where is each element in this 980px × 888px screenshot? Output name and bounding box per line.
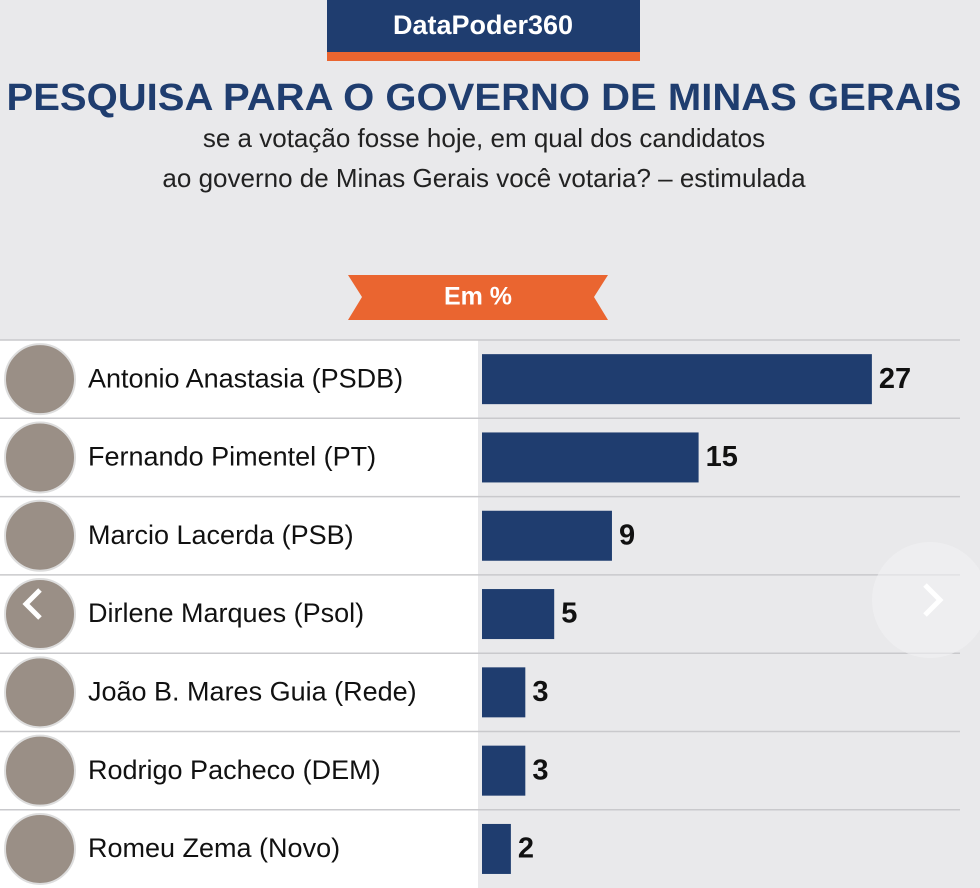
unit-ribbon (348, 275, 608, 320)
avatar (4, 343, 76, 416)
value-label: 2 (518, 833, 534, 865)
category-label: Fernando Pimentel (PT) (88, 442, 376, 472)
bar (482, 589, 555, 640)
unit-label: Em % (444, 283, 512, 311)
category-label: João B. Mares Guia (Rede) (88, 676, 417, 706)
category-label: Dirlene Marques (Psol) (88, 598, 364, 628)
chart-title: PESQUISA PARA O GOVERNO DE MINAS GERAIS (7, 77, 962, 119)
value-label: 15 (706, 441, 738, 473)
carousel-prev[interactable] (22, 588, 42, 620)
rows: Antonio Anastasia (PSDB) 27 Fernando Pimen… (0, 339, 960, 885)
bar (482, 432, 699, 483)
avatar (4, 499, 76, 572)
brand-stripe (327, 52, 640, 61)
avatar (4, 578, 76, 651)
carousel-next[interactable] (872, 542, 980, 658)
value-label: 3 (532, 754, 548, 786)
bar (482, 745, 526, 796)
value-label: 3 (532, 676, 548, 708)
category-label: Romeu Zema (Novo) (88, 833, 340, 863)
brand-box (327, 0, 640, 52)
bar (482, 823, 511, 874)
brand: DataPoder360 (393, 10, 573, 40)
value-label: 27 (879, 363, 911, 395)
value-label: 9 (619, 519, 635, 551)
label-panel (0, 340, 478, 888)
avatar (4, 656, 76, 729)
bar (482, 354, 872, 405)
arrow-icon (923, 583, 944, 617)
avatar (4, 734, 76, 807)
category-label: Marcio Lacerda (PSB) (88, 520, 354, 550)
category-label: Rodrigo Pacheco (DEM) (88, 755, 381, 785)
category-label: Antonio Anastasia (PSDB) (88, 363, 403, 393)
subtitle: se a votação fosse hoje, em qual dos can… (203, 123, 765, 153)
value-label: 5 (561, 598, 577, 630)
avatar (4, 812, 76, 885)
bar (482, 510, 612, 561)
avatar (4, 421, 76, 494)
bar (482, 667, 526, 718)
subtitle: ao governo de Minas Gerais você votaria?… (162, 163, 806, 193)
